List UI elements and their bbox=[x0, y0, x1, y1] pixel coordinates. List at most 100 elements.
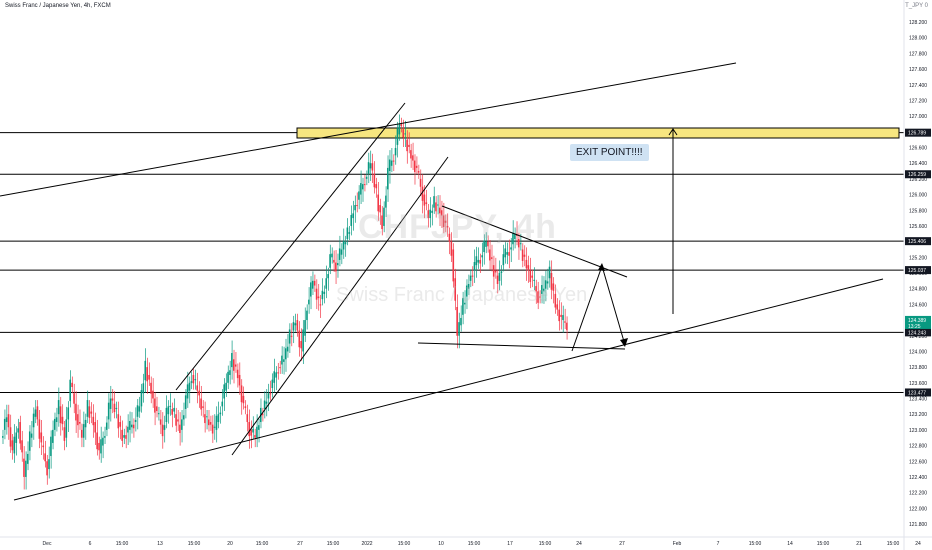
level-badge bbox=[905, 388, 931, 397]
candle-body bbox=[261, 414, 264, 416]
candle-body bbox=[433, 196, 435, 208]
candle-body bbox=[179, 424, 181, 434]
candle-body bbox=[365, 176, 368, 179]
candle-body bbox=[98, 442, 100, 451]
candle-body bbox=[321, 290, 324, 300]
candle-body bbox=[537, 291, 539, 303]
candle-body bbox=[30, 433, 33, 438]
candle-body bbox=[77, 414, 79, 426]
resistance-zone bbox=[296, 127, 900, 139]
candle-body bbox=[413, 160, 416, 173]
candle-body bbox=[69, 379, 71, 402]
candle-body bbox=[340, 249, 343, 255]
candle-body bbox=[7, 414, 10, 428]
candle-body bbox=[229, 370, 231, 375]
watermark-name: Swiss Franc / Japanese Yen bbox=[336, 284, 588, 306]
candle-body bbox=[211, 424, 214, 434]
candle-body bbox=[107, 402, 110, 420]
candle-body bbox=[48, 459, 50, 470]
candle-body bbox=[142, 383, 145, 394]
candle-body bbox=[273, 371, 276, 383]
candle-body bbox=[402, 129, 405, 138]
candle-body bbox=[127, 426, 129, 433]
candle-body bbox=[148, 374, 150, 380]
y-tick-label: 128.000 bbox=[909, 36, 927, 42]
candle-body bbox=[258, 425, 260, 430]
candle-body bbox=[277, 372, 279, 374]
candle-body bbox=[11, 440, 14, 451]
candle-body bbox=[221, 401, 224, 407]
x-tick-label: 15:00 bbox=[817, 541, 830, 547]
x-tick-label: 15:00 bbox=[398, 541, 411, 547]
candle-body bbox=[281, 355, 283, 365]
candle-body bbox=[302, 329, 304, 352]
y-tick-label: 127.200 bbox=[909, 98, 927, 104]
watermark-symbol: CHFJPY, 4h bbox=[358, 208, 557, 246]
candle-body bbox=[111, 398, 114, 401]
candle-body bbox=[475, 256, 478, 266]
candle-body bbox=[500, 271, 503, 273]
candle-body bbox=[504, 248, 507, 258]
candle-body bbox=[387, 167, 389, 190]
level-badge-label: 125.406 bbox=[908, 239, 926, 245]
candle-body bbox=[310, 282, 312, 297]
candle-body bbox=[390, 160, 393, 166]
candle-body bbox=[17, 428, 20, 433]
level-badge-label: 124.243 bbox=[908, 330, 926, 336]
candle-body bbox=[529, 270, 532, 282]
candle-body bbox=[546, 281, 549, 284]
candle-body bbox=[496, 275, 499, 284]
candle-body bbox=[198, 390, 200, 396]
candle-body bbox=[490, 257, 493, 259]
candle-body bbox=[86, 400, 89, 417]
candle-body bbox=[412, 155, 414, 161]
candle-body bbox=[419, 178, 422, 187]
candle-body bbox=[100, 439, 102, 454]
x-tick-label: 21 bbox=[856, 541, 862, 547]
candle-body bbox=[514, 233, 516, 240]
time-axis[interactable]: Dec 6 15:00 13 15:00 20 15:00 27 15:00 2022 15:00 1… bbox=[43, 541, 921, 547]
candle-body bbox=[464, 302, 466, 305]
candle-body bbox=[392, 160, 395, 162]
candle-body bbox=[13, 436, 16, 454]
candle-body bbox=[410, 150, 412, 159]
y-tick-label: 123.600 bbox=[909, 381, 927, 387]
x-tick-label: 17 bbox=[507, 541, 513, 547]
candle-body bbox=[134, 419, 137, 423]
candle-body bbox=[177, 419, 179, 422]
candle-body bbox=[379, 205, 381, 213]
candle-body bbox=[471, 275, 474, 277]
candle-body bbox=[250, 429, 252, 436]
candle-body bbox=[383, 207, 385, 226]
candle-body bbox=[263, 400, 266, 409]
candle-body bbox=[385, 195, 387, 208]
candle-body bbox=[88, 406, 91, 418]
candle-body bbox=[346, 227, 349, 240]
candle-body bbox=[9, 427, 12, 447]
candle-body bbox=[286, 346, 289, 352]
candle-body bbox=[333, 259, 335, 263]
candle-body bbox=[115, 407, 118, 409]
candle-body bbox=[394, 148, 397, 156]
candle-body bbox=[163, 425, 166, 430]
candle-body bbox=[315, 288, 318, 300]
candle-body bbox=[244, 406, 247, 408]
candle-body bbox=[215, 415, 218, 430]
candle-body bbox=[154, 398, 156, 413]
x-tick-label: 24 bbox=[915, 541, 921, 547]
candle-body bbox=[167, 406, 170, 415]
candle-body bbox=[3, 418, 6, 430]
current-price-badge bbox=[905, 315, 931, 329]
candle-body bbox=[344, 242, 347, 245]
candle-body bbox=[242, 395, 245, 404]
candle-body bbox=[319, 304, 322, 306]
y-tick-label: 125.800 bbox=[909, 208, 927, 214]
exit-arrow-head bbox=[668, 128, 678, 136]
candle-body bbox=[350, 214, 353, 226]
candle-body bbox=[360, 183, 362, 195]
candle-body bbox=[421, 186, 424, 201]
candle-body bbox=[57, 400, 60, 415]
candle-body bbox=[435, 202, 437, 212]
x-tick-label: 15:00 bbox=[188, 541, 201, 547]
